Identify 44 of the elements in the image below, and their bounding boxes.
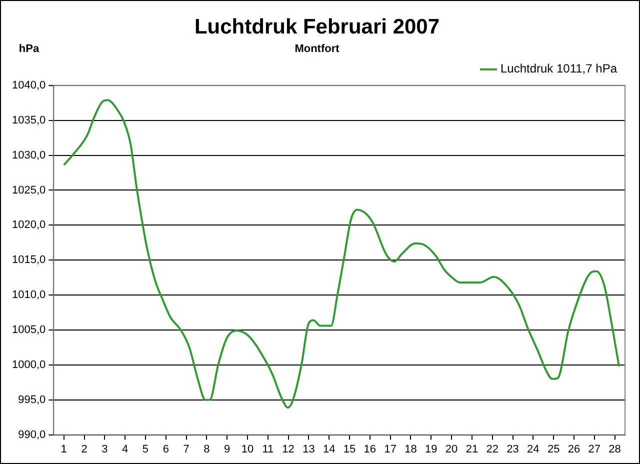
x-tick-label: 24 <box>527 443 540 456</box>
x-tick-label: 7 <box>183 443 190 456</box>
x-tick-label: 19 <box>425 443 438 456</box>
y-tick-label: 1005,0 <box>12 324 46 336</box>
y-tick-label: 1040,0 <box>12 79 46 92</box>
x-tick-label: 14 <box>322 443 336 456</box>
x-tick-label: 27 <box>588 443 601 456</box>
chart-subtitle: Montfort <box>294 42 340 55</box>
y-tick-label: 990,0 <box>18 428 46 441</box>
x-tick-label: 10 <box>241 443 254 456</box>
y-tick-label: 1000,0 <box>12 358 46 371</box>
x-tick-label: 20 <box>445 443 458 456</box>
y-tick-label: 1010,0 <box>12 289 46 302</box>
x-tick-label: 21 <box>466 443 478 456</box>
x-tick-label: 13 <box>302 443 315 456</box>
x-tick-label: 4 <box>122 443 128 456</box>
x-tick-label: 5 <box>142 443 149 456</box>
x-tick-label: 2 <box>81 443 88 456</box>
x-tick-label: 6 <box>162 443 169 456</box>
x-tick-label: 1 <box>60 443 67 456</box>
x-tick-label: 11 <box>262 443 274 456</box>
y-tick-label: 1035,0 <box>12 114 46 126</box>
x-tick-label: 8 <box>204 443 210 456</box>
x-tick-label: 17 <box>384 443 396 456</box>
y-tick-label: 1025,0 <box>12 184 46 196</box>
x-tick-label: 15 <box>343 443 356 456</box>
x-tick-label: 26 <box>568 443 580 456</box>
x-tick-label: 23 <box>506 443 519 456</box>
x-tick-label: 25 <box>547 443 560 456</box>
chart-title: Luchtdruk Februari 2007 <box>194 15 440 38</box>
x-tick-label: 12 <box>282 443 294 456</box>
y-tick-label: 1030,0 <box>12 149 46 162</box>
x-tick-label: 16 <box>364 443 376 456</box>
y-tick-label: 1020,0 <box>12 219 46 232</box>
y-axis-title: hPa <box>18 43 40 56</box>
x-tick-label: 9 <box>224 443 230 456</box>
legend-label: Luchtdruk 1011,7 hPa <box>500 62 618 76</box>
y-tick-label: 1015,0 <box>12 254 46 266</box>
y-tick-label: 995,0 <box>18 394 46 406</box>
line-series <box>63 99 620 409</box>
x-tick-label: 3 <box>102 443 108 456</box>
x-tick-label: 22 <box>486 443 498 456</box>
x-tick-label: 18 <box>404 443 417 456</box>
x-tick-label: 28 <box>608 443 621 456</box>
